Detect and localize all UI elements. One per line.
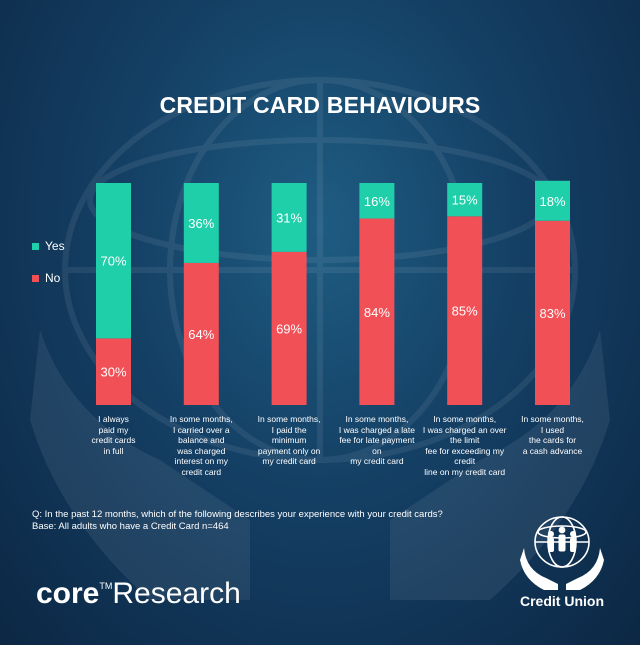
category-label-5: In some months, I was charged an over th… <box>422 414 507 477</box>
credit-union-logo-icon <box>520 516 604 590</box>
data-label-yes-2: 36% <box>188 216 214 231</box>
data-label-no-4: 84% <box>364 305 390 320</box>
survey-question: Q: In the past 12 months, which of the f… <box>32 509 443 533</box>
category-label-3: In some months, I paid the minimum payme… <box>257 414 321 466</box>
bar-yes-4 <box>359 183 395 219</box>
data-label-yes-4: 16% <box>364 194 390 209</box>
category-label-1: I always paid my credit cards in full <box>91 414 136 456</box>
bar-no-1 <box>96 338 131 405</box>
legend-label-yes: Yes <box>45 239 65 253</box>
data-label-yes-5: 15% <box>452 193 478 208</box>
core-wordmark: core <box>36 577 100 610</box>
data-label-yes-3: 31% <box>276 210 302 225</box>
data-label-yes-6: 18% <box>539 194 565 209</box>
trademark-mark: TM <box>99 581 113 591</box>
research-wordmark: Research <box>112 577 241 610</box>
legend-swatch-no <box>32 274 39 282</box>
bar-no-6 <box>535 220 570 405</box>
bar-no-3 <box>271 251 307 405</box>
bar-yes-6 <box>535 180 570 221</box>
data-label-yes-1: 70% <box>100 254 126 269</box>
data-label-no-3: 69% <box>276 321 302 336</box>
core-research-logo: coreTMResearch <box>36 577 241 611</box>
credit-union-wordmark: Credit Union <box>520 593 604 609</box>
bar-no-5 <box>447 216 483 405</box>
bar-no-4 <box>359 218 395 405</box>
bar-yes-3 <box>271 183 307 252</box>
base-text: Base: All adults who have a Credit Card … <box>32 521 229 532</box>
category-label-6: In some months, I used the cards for a c… <box>521 414 584 456</box>
chart-title: CREDIT CARD BEHAVIOURS <box>159 92 481 118</box>
bar-yes-2 <box>183 183 219 263</box>
question-text: Q: In the past 12 months, which of the f… <box>32 509 443 520</box>
legend-swatch-yes <box>32 242 39 250</box>
legend-label-no: No <box>45 271 61 285</box>
chart-legend: Yes No <box>32 238 65 302</box>
category-label-2: In some months, I carried over a balance… <box>169 414 233 477</box>
legend-item-yes: Yes <box>32 238 65 254</box>
data-label-no-2: 64% <box>188 327 214 342</box>
bar-yes-5 <box>447 183 483 217</box>
legend-item-no: No <box>32 270 65 286</box>
data-label-no-1: 30% <box>100 365 126 380</box>
bar-no-2 <box>183 262 219 405</box>
category-label-4: In some months, I was charged a late fee… <box>338 414 415 466</box>
bar-yes-1 <box>96 183 131 339</box>
data-label-no-5: 85% <box>452 304 478 319</box>
data-label-no-6: 83% <box>539 306 565 321</box>
